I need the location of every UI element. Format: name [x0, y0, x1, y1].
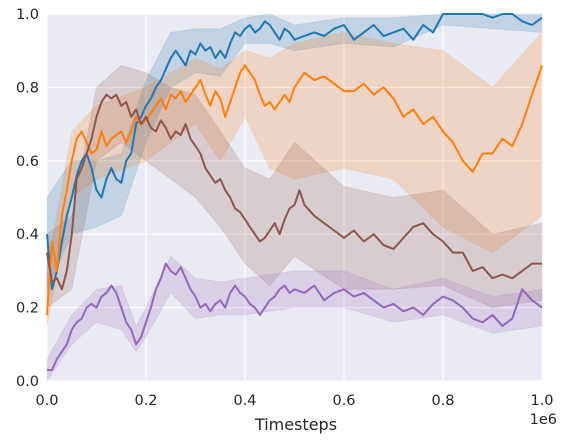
x-tick-labels: 0.0 0.2 0.4 0.6 0.8 1.0: [35, 393, 553, 409]
y-tick-label: 1.0: [16, 7, 39, 23]
y-tick-label: 0.8: [16, 80, 39, 96]
x-tick-label: 0.2: [134, 393, 157, 409]
series-4-line: [47, 262, 543, 371]
series-2-band: [46, 31, 543, 326]
x-offset-label: 1e6: [530, 412, 557, 428]
x-tick-label: 0.0: [35, 393, 58, 409]
series-1-line: [46, 13, 543, 291]
confidence-bands: [46, 13, 543, 383]
series-4-band: [46, 255, 543, 383]
x-axis-label: Timesteps: [254, 415, 337, 434]
series-3-line: [46, 93, 542, 291]
plot-background: [47, 14, 542, 381]
series-3-band: [46, 64, 543, 309]
grid-lines: [46, 13, 543, 382]
y-tick-labels: 0.0 0.2 0.4 0.6 0.8 1.0: [16, 7, 39, 390]
y-tick-label: 0.0: [16, 374, 39, 390]
series-lines: [46, 13, 543, 371]
y-tick-label: 0.6: [16, 154, 39, 170]
y-tick-label: 0.4: [16, 227, 39, 243]
x-tick-label: 0.6: [332, 393, 355, 409]
series-1-band: [46, 13, 543, 290]
x-tick-label: 1.0: [530, 393, 553, 409]
series-2-line: [46, 64, 543, 315]
x-tick-label: 0.8: [431, 393, 454, 409]
x-tick-label: 0.4: [233, 393, 256, 409]
y-tick-label: 0.2: [16, 301, 39, 317]
